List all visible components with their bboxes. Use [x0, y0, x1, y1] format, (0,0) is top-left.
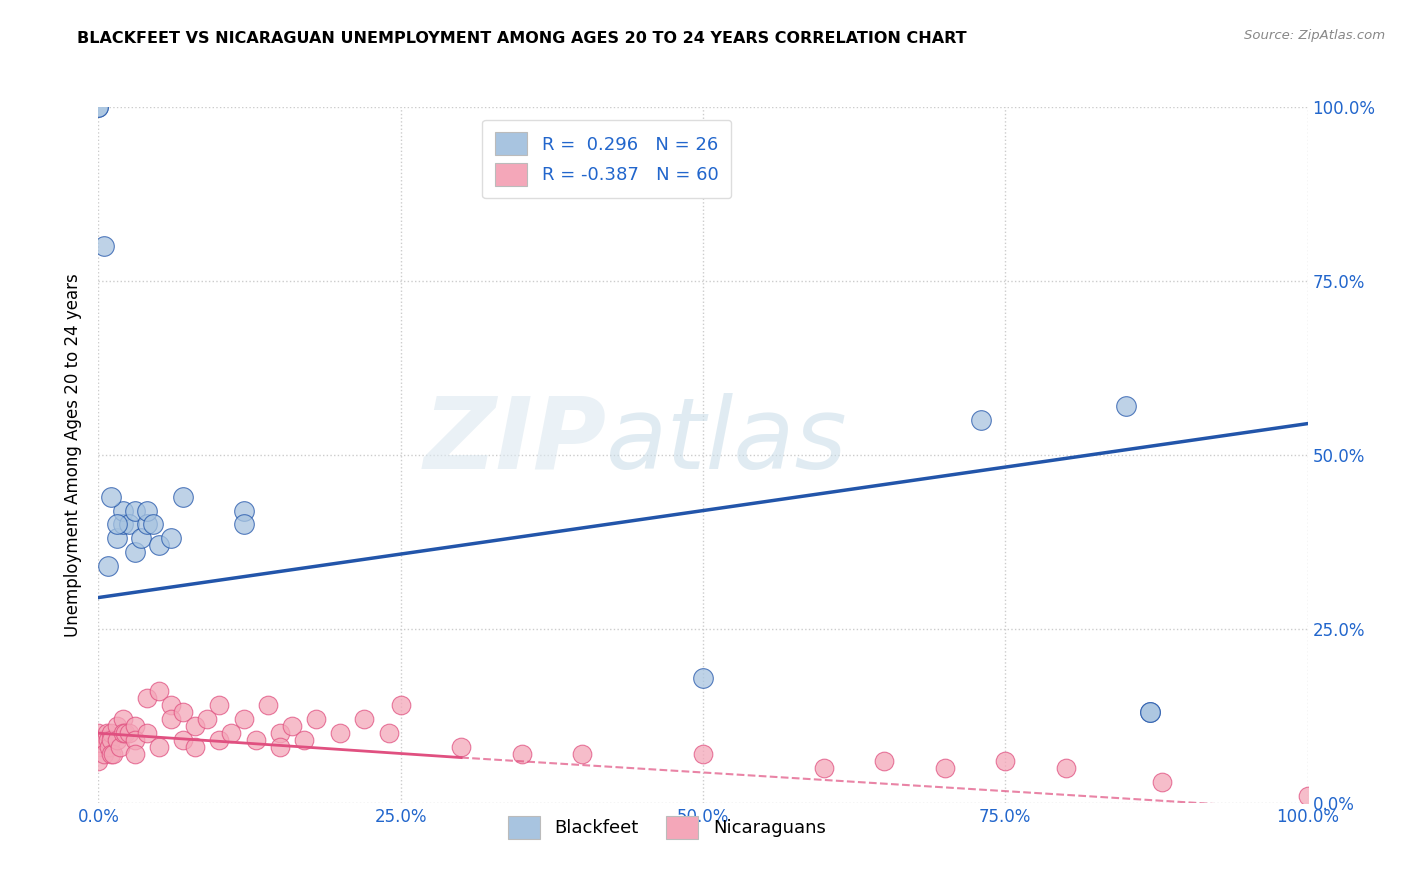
Point	[135, 726, 157, 740]
Point	[1115, 399, 1137, 413]
Legend: Blackfeet, Nicaraguans: Blackfeet, Nicaraguans	[501, 808, 832, 846]
Point	[124, 719, 146, 733]
Point	[98, 740, 121, 755]
Point	[97, 559, 120, 574]
Point	[129, 532, 152, 546]
Point	[160, 712, 183, 726]
Point	[87, 100, 110, 114]
Point	[101, 747, 124, 761]
Point	[160, 532, 183, 546]
Point	[292, 733, 315, 747]
Point	[135, 503, 157, 517]
Point	[256, 698, 278, 713]
Point	[994, 754, 1017, 768]
Point	[269, 726, 291, 740]
Point	[934, 761, 956, 775]
Point	[100, 747, 122, 761]
Point	[93, 747, 115, 761]
Text: atlas: atlas	[606, 392, 848, 490]
Point	[208, 698, 231, 713]
Point	[510, 747, 533, 761]
Point	[105, 719, 128, 733]
Text: Source: ZipAtlas.com: Source: ZipAtlas.com	[1244, 29, 1385, 42]
Point	[124, 545, 146, 559]
Point	[118, 726, 141, 740]
Point	[105, 532, 128, 546]
Point	[221, 726, 243, 740]
Point	[111, 503, 134, 517]
Point	[111, 712, 134, 726]
Text: ZIP: ZIP	[423, 392, 606, 490]
Point	[135, 517, 157, 532]
Point	[813, 761, 835, 775]
Point	[873, 754, 896, 768]
Point	[329, 726, 352, 740]
Point	[93, 239, 115, 253]
Point	[124, 503, 146, 517]
Point	[100, 726, 122, 740]
Point	[108, 740, 131, 755]
Point	[148, 538, 170, 552]
Point	[124, 747, 146, 761]
Point	[87, 726, 110, 740]
Point	[269, 740, 291, 755]
Point	[172, 490, 194, 504]
Text: BLACKFEET VS NICARAGUAN UNEMPLOYMENT AMONG AGES 20 TO 24 YEARS CORRELATION CHART: BLACKFEET VS NICARAGUAN UNEMPLOYMENT AMO…	[77, 31, 967, 46]
Point	[160, 698, 183, 713]
Point	[135, 691, 157, 706]
Point	[142, 517, 165, 532]
Point	[692, 747, 714, 761]
Point	[1296, 789, 1319, 803]
Point	[114, 726, 136, 740]
Point	[970, 413, 993, 427]
Point	[571, 747, 593, 761]
Point	[87, 754, 110, 768]
Point	[305, 712, 328, 726]
Point	[87, 740, 110, 755]
Point	[1054, 761, 1077, 775]
Point	[692, 671, 714, 685]
Point	[91, 733, 114, 747]
Point	[1139, 706, 1161, 720]
Point	[148, 740, 170, 755]
Point	[353, 712, 375, 726]
Point	[97, 733, 120, 747]
Point	[124, 733, 146, 747]
Point	[87, 100, 110, 114]
Point	[184, 719, 207, 733]
Point	[245, 733, 267, 747]
Point	[111, 726, 134, 740]
Point	[195, 712, 218, 726]
Point	[232, 712, 254, 726]
Point	[1152, 775, 1174, 789]
Point	[232, 517, 254, 532]
Point	[93, 733, 115, 747]
Point	[1139, 706, 1161, 720]
Point	[184, 740, 207, 755]
Point	[96, 726, 118, 740]
Point	[111, 517, 134, 532]
Point	[118, 517, 141, 532]
Point	[105, 733, 128, 747]
Point	[232, 503, 254, 517]
Point	[148, 684, 170, 698]
Point	[281, 719, 304, 733]
Point	[377, 726, 399, 740]
Point	[389, 698, 412, 713]
Point	[100, 733, 122, 747]
Point	[105, 517, 128, 532]
Point	[172, 733, 194, 747]
Y-axis label: Unemployment Among Ages 20 to 24 years: Unemployment Among Ages 20 to 24 years	[65, 273, 83, 637]
Point	[172, 706, 194, 720]
Point	[100, 490, 122, 504]
Point	[208, 733, 231, 747]
Point	[450, 740, 472, 755]
